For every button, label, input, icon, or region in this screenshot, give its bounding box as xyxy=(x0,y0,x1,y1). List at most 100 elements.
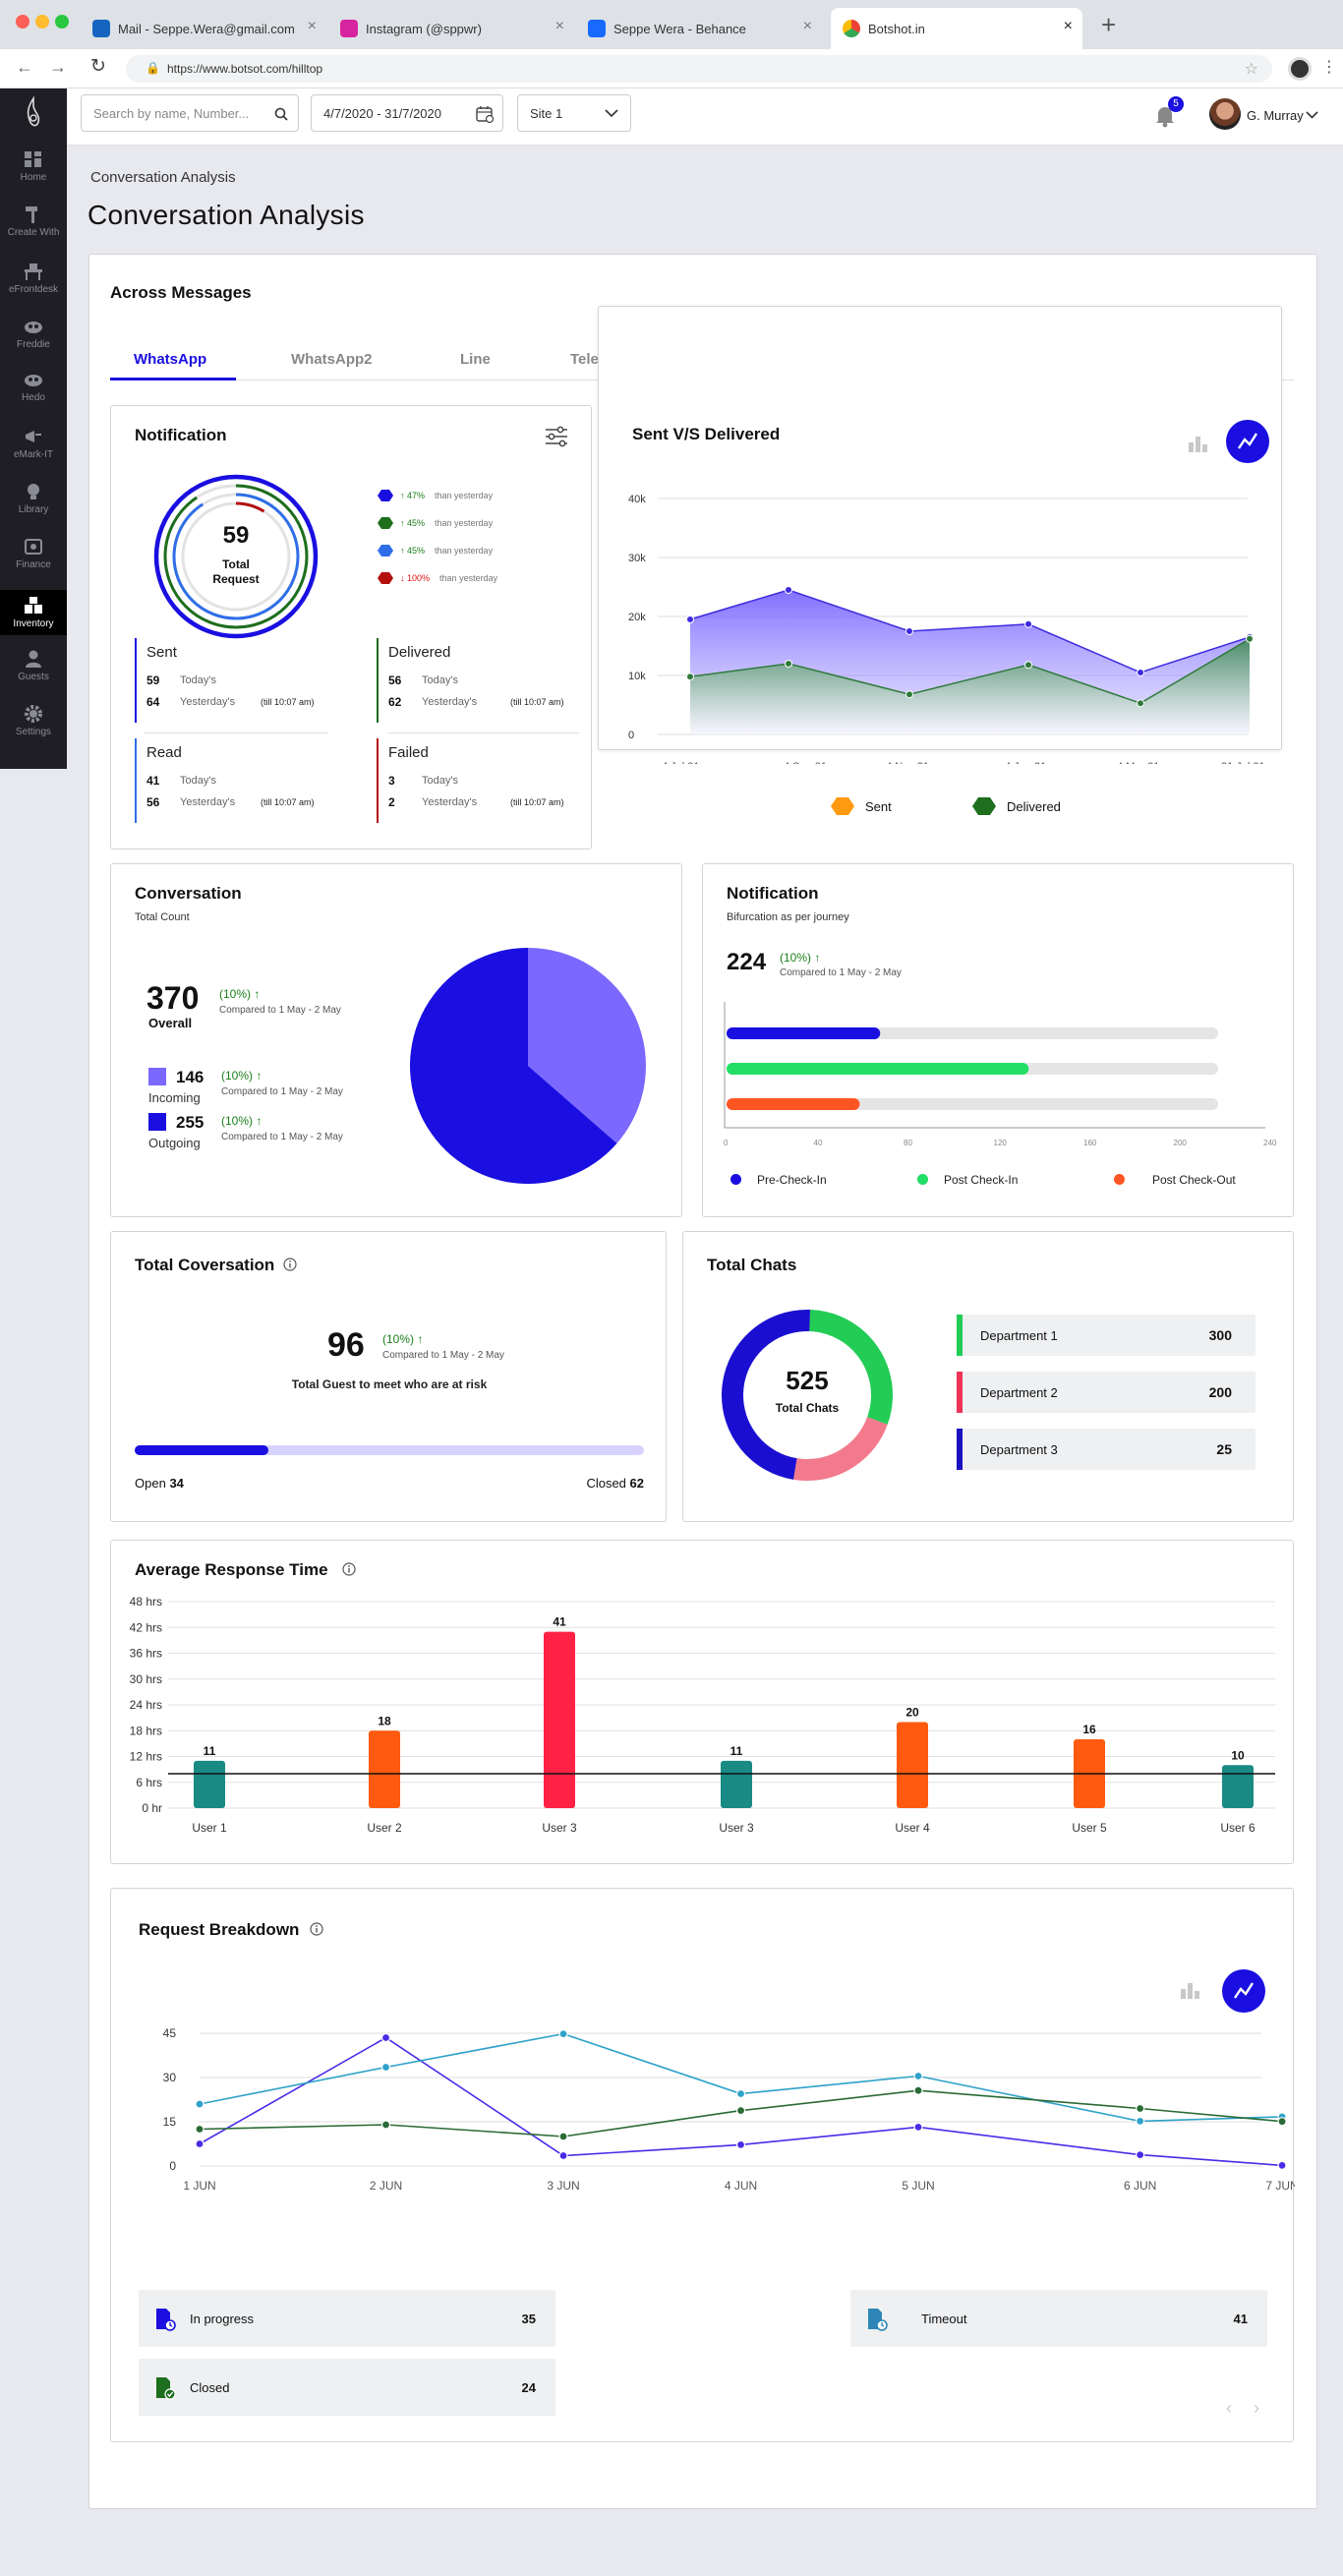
card-title-row: Average Response Time xyxy=(135,1560,356,1580)
url-text: https://www.botsot.com/hilltop xyxy=(167,62,323,76)
sidebar-item-finance[interactable]: Finance xyxy=(0,537,67,570)
sidebar-item-label: Settings xyxy=(15,727,52,737)
sidebar-item-create-with[interactable]: Create With xyxy=(0,205,67,238)
sidebar-item-efrontdesk[interactable]: eFrontdesk xyxy=(0,262,67,295)
sent-vs-delivered-card: Sent V/S Delivered 0 10k 20k 30k 40k 4 Jul 21… xyxy=(598,306,1282,764)
user-avatar[interactable] xyxy=(1209,98,1241,130)
sidebar-item-guests[interactable]: Guests xyxy=(0,649,67,682)
info-icon[interactable] xyxy=(310,1922,323,1936)
profile-avatar[interactable] xyxy=(1288,57,1312,81)
conversation-card: Conversation Total Count 370 Overall (10… xyxy=(110,863,682,1217)
forward-icon[interactable]: → xyxy=(49,57,67,77)
line-chart-icon xyxy=(1234,1982,1255,1999)
x-tick-label: User 3 xyxy=(719,1821,754,1835)
bar-chart-toggle-icon[interactable] xyxy=(1179,1977,1202,1999)
sidebar-item-label: Create With xyxy=(7,227,60,238)
next-page-icon[interactable]: › xyxy=(1254,2398,1259,2418)
breadcrumb[interactable]: Conversation Analysis xyxy=(90,169,236,186)
site-select[interactable]: Site 1 xyxy=(517,94,631,132)
browser-menu-icon[interactable]: ⋮ xyxy=(1321,59,1337,76)
sidebar-item-settings[interactable]: Settings xyxy=(0,704,67,737)
notification-journey-card: Notification Bifurcation as per journey … xyxy=(702,863,1294,1217)
bell-icon xyxy=(1156,107,1174,128)
tab-whatsapp[interactable]: WhatsApp xyxy=(134,351,207,368)
x-tick-label: 7 JUN xyxy=(1265,2179,1295,2193)
info-icon[interactable] xyxy=(283,1258,297,1271)
open-label: Open xyxy=(135,1476,166,1491)
total-conversation-card: Total Coversation 96 (10%) ↑ Compared to… xyxy=(110,1231,667,1522)
card-title-row: Total Coversation xyxy=(135,1256,297,1275)
bar-user-1 xyxy=(194,1760,225,1808)
search-field[interactable]: Search by name, Number... xyxy=(81,94,299,132)
close-tab-icon[interactable]: × xyxy=(802,18,812,34)
browser-tab-botshot[interactable]: Botshot.in × xyxy=(831,8,1082,49)
bar-chart-toggle-icon[interactable] xyxy=(1187,431,1210,452)
change-value: (10%) xyxy=(219,987,252,1001)
closed-count: Closed 62 xyxy=(586,1476,644,1491)
info-icon[interactable] xyxy=(342,1562,356,1576)
close-window-button[interactable] xyxy=(16,15,29,29)
department-row-3[interactable]: Department 3 25 xyxy=(957,1429,1255,1470)
tab-whatsapp2[interactable]: WhatsApp2 xyxy=(291,351,373,368)
prev-page-icon[interactable]: ‹ xyxy=(1226,2398,1232,2418)
filter-settings-icon[interactable] xyxy=(544,424,569,449)
sidebar: Home Create With eFrontdesk Freddie Hedo eMar… xyxy=(0,88,67,769)
stat-accent-bar xyxy=(377,638,379,723)
line-chart-toggle-button[interactable] xyxy=(1222,1969,1265,2013)
sidebar-item-emark-it[interactable]: eMark-IT xyxy=(0,427,67,460)
bar-post-check-out xyxy=(727,1098,860,1110)
new-tab-icon[interactable]: + xyxy=(1101,10,1117,39)
stat-yesterday-label: Yesterday's xyxy=(422,696,478,708)
browser-tab-behance[interactable]: Seppe Wera - Behance × xyxy=(576,8,822,49)
user-menu-chevron-icon[interactable] xyxy=(1306,111,1318,119)
sidebar-item-inventory[interactable]: Inventory xyxy=(0,590,67,635)
line-chart-toggle-button[interactable] xyxy=(1226,420,1269,463)
delivered-series-point xyxy=(686,673,694,681)
close-tab-icon[interactable]: × xyxy=(1063,18,1073,34)
url-field[interactable]: 🔒 https://www.botsot.com/hilltop ☆ xyxy=(126,55,1272,83)
tab-telegram[interactable]: Tele xyxy=(570,351,599,368)
reload-icon[interactable]: ↻ xyxy=(90,56,106,77)
status-in-progress[interactable]: In progress 35 xyxy=(139,2290,555,2347)
notification-bell[interactable]: 5 xyxy=(1154,96,1184,133)
sidebar-item-home[interactable]: Home xyxy=(0,149,67,183)
department-row-1[interactable]: Department 1 300 xyxy=(957,1315,1255,1356)
department-row-2[interactable]: Department 2 200 xyxy=(957,1372,1255,1413)
x-tick-label: 4 Jan 21 xyxy=(1005,761,1046,764)
stat-delivered: Delivered 56 Today's 62 Yesterday's (till 10:… xyxy=(377,638,579,733)
incoming-label: Incoming xyxy=(148,1090,201,1105)
hexagon-icon xyxy=(378,572,393,584)
minimize-window-button[interactable] xyxy=(35,15,49,29)
back-icon[interactable]: ← xyxy=(16,57,33,77)
sidebar-item-freddie[interactable]: Freddie xyxy=(0,317,67,350)
tab-line[interactable]: Line xyxy=(460,351,491,368)
status-timeout[interactable]: Timeout 41 xyxy=(850,2290,1267,2347)
date-range-picker[interactable]: 4/7/2020 - 31/7/2020 xyxy=(311,94,503,132)
card-subtitle: Total Count xyxy=(135,911,190,923)
status-closed[interactable]: Closed 24 xyxy=(139,2359,555,2416)
close-tab-icon[interactable]: × xyxy=(307,18,317,34)
calendar-icon xyxy=(476,106,495,124)
compare-text: Compared to 1 May - 2 May xyxy=(780,967,902,978)
close-tab-icon[interactable]: × xyxy=(555,18,564,34)
user-name[interactable]: G. Murray xyxy=(1247,108,1304,123)
conversation-pie-chart xyxy=(410,948,647,1184)
department-accent xyxy=(957,1315,963,1356)
browser-tab-instagram[interactable]: Instagram (@sppwr) × xyxy=(328,8,574,49)
bar-user-2 xyxy=(369,1730,400,1808)
card-title: Total Coversation xyxy=(135,1256,275,1274)
stat-time: (till 10:07 am) xyxy=(261,697,315,707)
sidebar-item-label: Library xyxy=(18,504,49,515)
bookmark-star-icon[interactable]: ☆ xyxy=(1244,61,1258,78)
card-title-row: Request Breakdown xyxy=(139,1920,323,1940)
sidebar-item-library[interactable]: Library xyxy=(0,482,67,515)
closed-label: Closed xyxy=(586,1476,626,1491)
total-conversation-value: 96 xyxy=(327,1326,365,1364)
journey-total: 224 xyxy=(727,949,767,975)
change-value: (10%) xyxy=(221,1114,254,1128)
maximize-window-button[interactable] xyxy=(55,15,69,29)
data-point xyxy=(913,2085,923,2095)
browser-tab-mail[interactable]: Mail - Seppe.Wera@gmail.com × xyxy=(81,8,326,49)
sidebar-item-hedo[interactable]: Hedo xyxy=(0,370,67,403)
sidebar-item-label: Finance xyxy=(16,559,51,570)
